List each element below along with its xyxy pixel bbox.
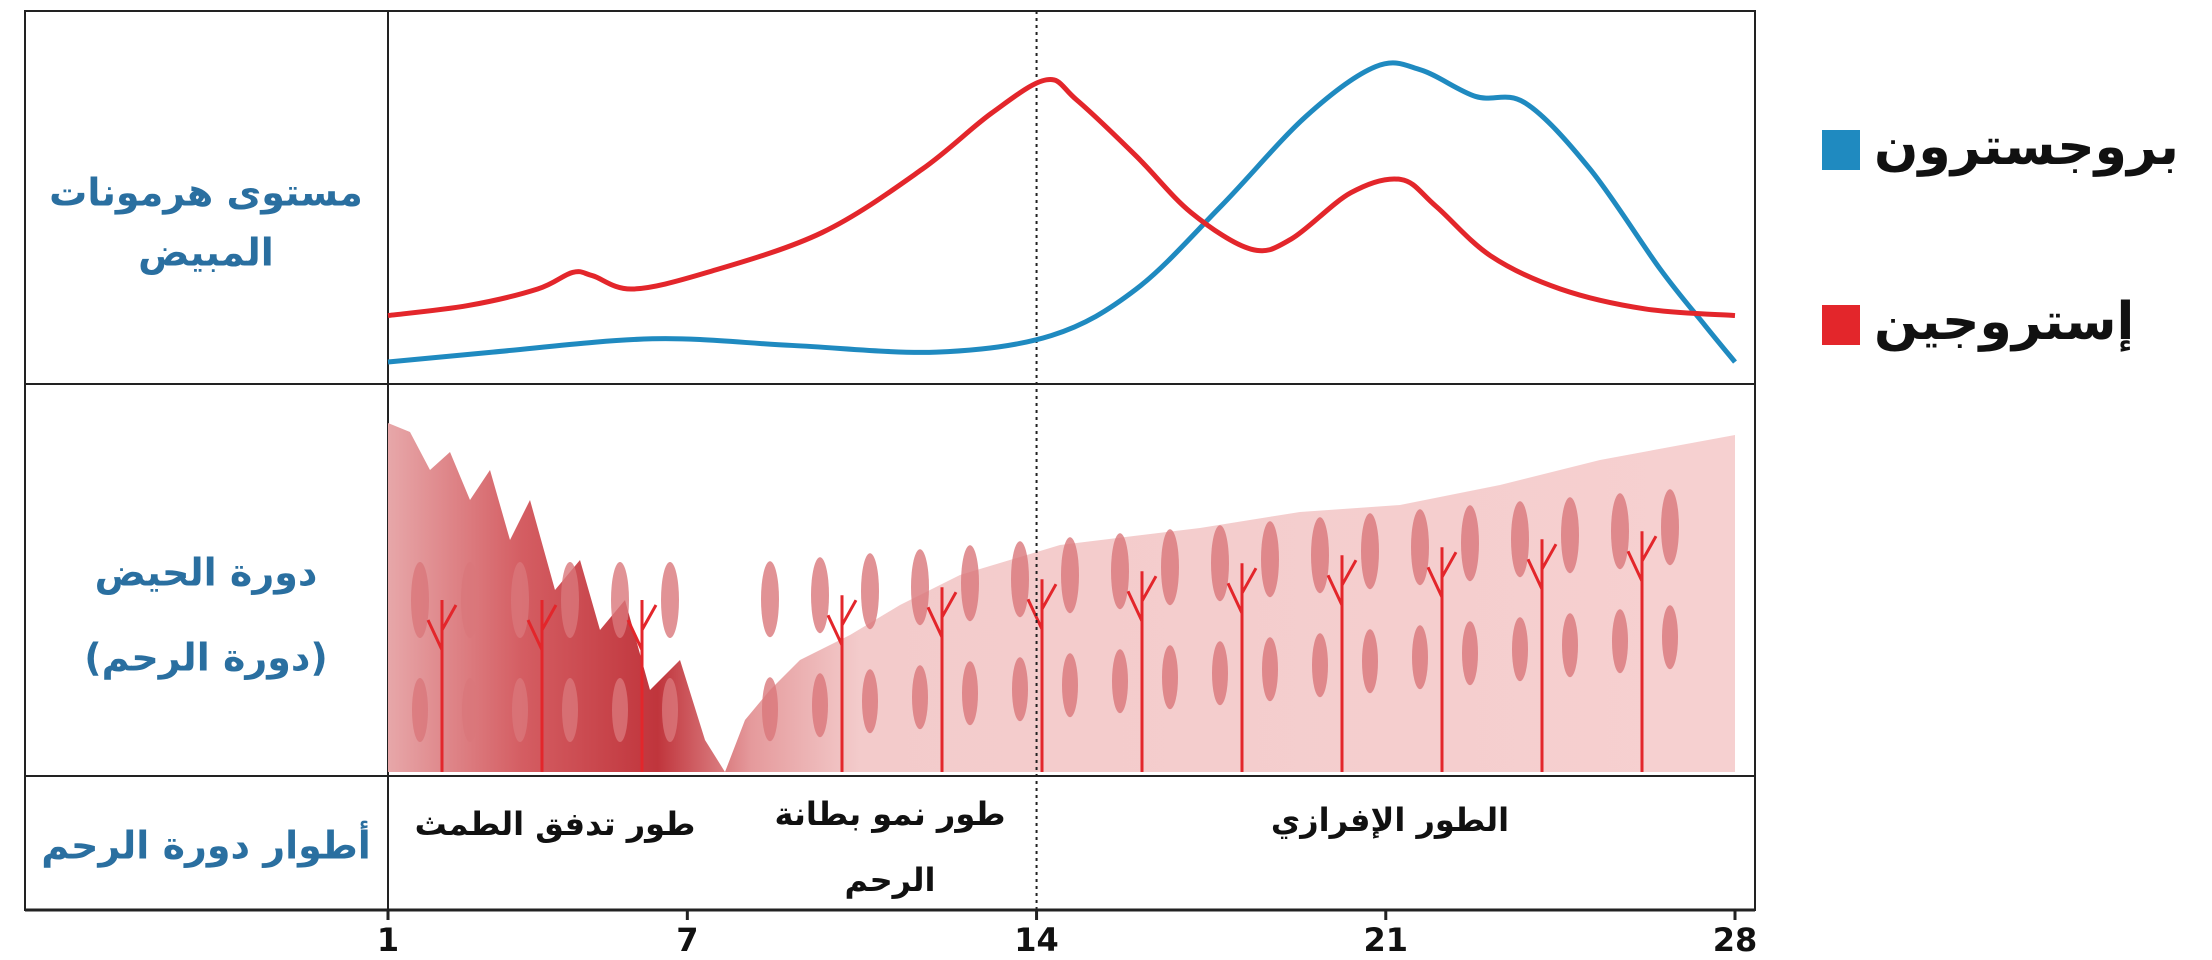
gland — [1112, 649, 1128, 714]
vessel — [1226, 563, 1258, 772]
legend-swatch — [1822, 130, 1860, 170]
gland — [1311, 517, 1329, 594]
gland — [512, 678, 528, 742]
gland — [1512, 617, 1528, 682]
gland — [462, 678, 478, 742]
glands — [411, 489, 1679, 772]
gland — [1062, 653, 1078, 718]
gland — [1412, 625, 1428, 690]
legend-swatch — [1822, 305, 1860, 345]
vessel — [926, 587, 958, 772]
gland — [562, 678, 578, 742]
vessel — [1526, 539, 1558, 772]
gland — [762, 677, 778, 742]
gland — [461, 562, 479, 638]
gland — [561, 562, 579, 638]
gland — [1161, 529, 1179, 606]
vessel — [826, 595, 858, 772]
gland — [1362, 629, 1378, 694]
gland — [1162, 645, 1178, 710]
x-tick-label: 14 — [1014, 921, 1059, 959]
legend-label: إستروجين — [1874, 292, 2134, 352]
gland — [662, 678, 678, 742]
gland — [1461, 505, 1479, 582]
gland — [1012, 657, 1028, 722]
hormone-line — [387, 60, 1737, 365]
gland — [861, 553, 879, 630]
gland — [811, 557, 829, 634]
vessel — [1426, 547, 1458, 772]
hormone-line — [387, 77, 1736, 319]
vessel — [1326, 555, 1358, 772]
gland — [962, 661, 978, 726]
gland — [812, 673, 828, 738]
gland — [1111, 533, 1129, 610]
gland — [1261, 521, 1279, 598]
row-label: أطوار دورة الرحم — [41, 821, 371, 869]
x-tick-label: 21 — [1364, 921, 1409, 959]
gland — [1212, 641, 1228, 706]
gland — [1061, 537, 1079, 614]
gland — [761, 561, 779, 638]
gland — [1361, 513, 1379, 590]
phase-label: طور نمو بطانة — [774, 795, 1005, 833]
gland — [1612, 609, 1628, 674]
gland — [1511, 501, 1529, 578]
gland — [912, 665, 928, 730]
vessel — [1026, 579, 1058, 772]
phase-label: الطور الإفرازي — [1271, 801, 1509, 839]
gland — [612, 678, 628, 742]
vessel — [1126, 571, 1158, 772]
gland — [511, 562, 529, 638]
row-label: المبيض — [138, 231, 274, 275]
row-label: دورة الحيض — [95, 551, 318, 596]
gland — [911, 549, 929, 626]
row-label: (دورة الرحم) — [84, 636, 328, 681]
gland — [862, 669, 878, 734]
vessel — [526, 600, 558, 772]
gland — [661, 562, 679, 638]
gland — [1561, 497, 1579, 574]
gland — [1011, 541, 1029, 618]
gland — [1312, 633, 1328, 698]
legend-label: بروجسترون — [1874, 117, 2179, 177]
gland — [1662, 605, 1678, 670]
gland — [1661, 489, 1679, 566]
x-tick-label: 1 — [377, 921, 399, 959]
row-label: مستوى هرمونات — [49, 171, 363, 215]
gland — [411, 562, 429, 638]
gland — [412, 678, 428, 742]
phase-label: طور تدفق الطمث — [415, 805, 696, 843]
gland — [961, 545, 979, 622]
gland — [1211, 525, 1229, 602]
gland — [611, 562, 629, 638]
phase-label: الرحم — [844, 861, 935, 899]
endometrium — [388, 423, 1735, 772]
x-tick-label: 7 — [676, 921, 698, 959]
gland — [1262, 637, 1278, 702]
vessel — [426, 600, 458, 772]
gland — [1411, 509, 1429, 586]
gland — [1562, 613, 1578, 678]
gland — [1462, 621, 1478, 686]
vessel — [626, 600, 658, 772]
x-tick-label: 28 — [1713, 921, 1758, 959]
vessel — [1626, 531, 1658, 772]
gland — [1611, 493, 1629, 570]
